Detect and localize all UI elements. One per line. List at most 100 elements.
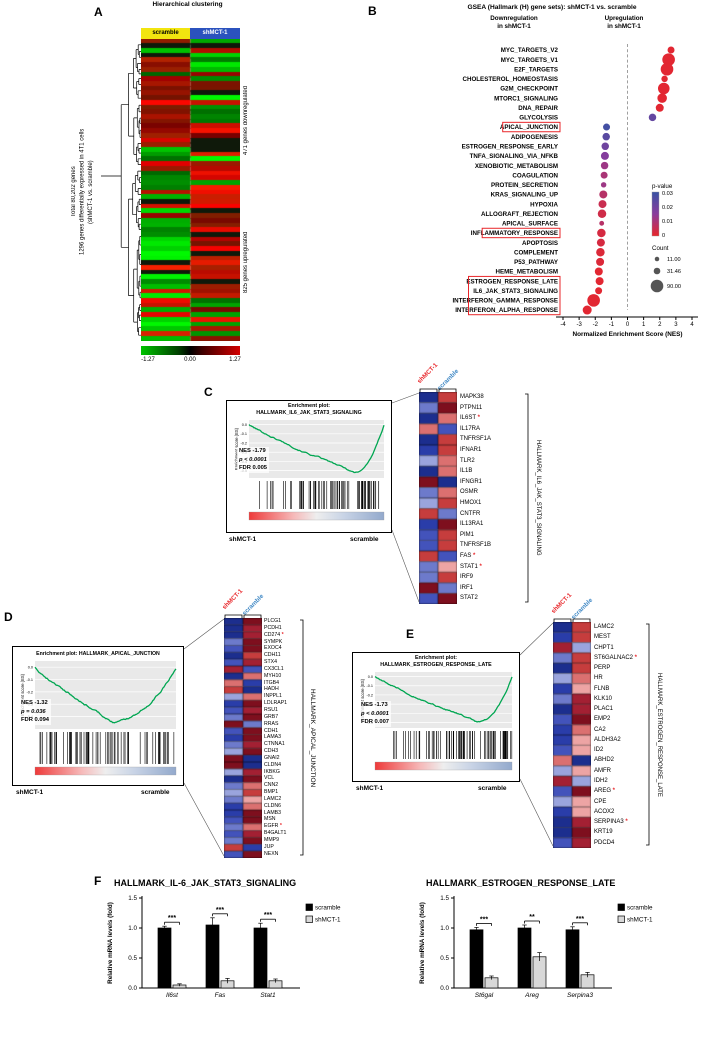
heatmap-col-scramble: scramble (241, 592, 266, 617)
significance-stars: *** (576, 916, 584, 923)
nes-dot (600, 151, 609, 160)
panel-f-label: F (94, 874, 102, 888)
nes-value: NES -1.73 (361, 702, 388, 708)
bar-scramble (205, 924, 220, 989)
significance-stars: *** (168, 915, 176, 922)
phenotype-left: shMCT-1 (16, 789, 44, 796)
gene-set-label: CHOLESTEROL_HOMEOSTASIS (463, 76, 558, 83)
nes-dot (594, 267, 603, 276)
nes-value: NES -1.79 (239, 448, 266, 454)
phenotype-right: scramble (478, 785, 507, 792)
panel-c-heatmap (419, 392, 457, 604)
nes-dot (596, 238, 605, 247)
gene-label: IL17RA (460, 425, 481, 432)
count-legend-dot (654, 256, 660, 262)
p-value: p = 0.036 (21, 708, 46, 715)
gene-label: B4GALT1 (264, 830, 287, 837)
gene-label: LAMC2 (594, 624, 615, 630)
panel-e-gene-list: LAMC2 MEST CHPT1 ST6GALNAC2 * PERP HR FLNB KLK1… (594, 622, 637, 848)
gene-label: KLK10 (594, 695, 613, 702)
nes-value: NES -1.32 (21, 700, 48, 706)
gene-set-label-estrogen: HALLMARK_ESTROGEN_RESPONSE_LATE (656, 672, 662, 797)
svg-text:0.0: 0.0 (128, 985, 137, 992)
gene-label: LAMB3 (264, 809, 282, 816)
gene-label: SYMPK (264, 638, 283, 645)
header-upregulation: Upregulation in shMCT-1 (574, 15, 674, 31)
gene-label: PLCG1 (264, 618, 282, 624)
nes-dot (603, 123, 611, 131)
gene-label: NEXN (264, 850, 279, 857)
bar-scramble (253, 927, 268, 989)
gene-label: CA2 (594, 726, 606, 733)
svg-text:-0.1: -0.1 (26, 678, 33, 682)
gene-set-label: ESTROGEN_RESPONSE_EARLY (462, 144, 559, 151)
rank-colorbar (34, 766, 177, 776)
svg-text:Enrichment score (ES): Enrichment score (ES) (20, 673, 25, 716)
qpcr-chart-estrogen: HALLMARK_ESTROGEN_RESPONSE_LATE 0.0 0.5 1.0… (419, 878, 653, 999)
gene-label: CPE (594, 798, 607, 805)
nes-dot (602, 132, 610, 141)
fdr-value: FDR 0.005 (239, 465, 268, 471)
svg-text:-0.1: -0.1 (240, 432, 247, 436)
gene-label: LDLRAP1 (264, 700, 288, 707)
phenotype-left: shMCT-1 (356, 785, 384, 792)
svg-text:1.5: 1.5 (128, 895, 137, 902)
gene-set-label: INTERFERON_GAMMA_RESPONSE (452, 298, 558, 305)
legend-swatch (305, 915, 313, 923)
svg-text:11.00: 11.00 (667, 257, 681, 263)
panel-d-gene-list: PLCG1 PCDH1 CD274 * SYMPK EXOC4 CDH11 STX4 CX3C… (264, 618, 287, 858)
annotation-line: Total 80,202 genes (71, 166, 77, 218)
gene-set-label: HYPOXIA (530, 201, 558, 208)
annotation-upregulated: 825 genes upregulated (243, 231, 249, 293)
bar-scramble (157, 927, 172, 989)
pvalue-colorbar (651, 191, 660, 237)
enrichment-plot-title: HALLMARK_IL6_JAK_STAT3_SIGNALING (256, 410, 362, 416)
svg-text:-0.1: -0.1 (366, 684, 373, 688)
header-downregulation: Downregulation in shMCT-1 (449, 15, 579, 31)
rank-colorbar (374, 761, 513, 771)
dendrogram (101, 44, 141, 336)
svg-text:-4: -4 (560, 322, 566, 328)
gene-label: STX4 (264, 659, 277, 666)
legend-swatch (617, 903, 625, 911)
panel-a-heatmap (141, 39, 240, 341)
category-label: St6gal (475, 992, 494, 999)
header-line: Downregulation (490, 15, 538, 22)
gene-set-label-il6: HALLMARK_IL6_JAK_STAT3_SIGNALING (535, 440, 541, 556)
header-line: in shMCT-1 (607, 23, 641, 30)
enrichment-curve: 0.0-0.1-0.2-0.3-0.4-0.5Enrichment score … (360, 672, 513, 771)
nes-dot (596, 247, 605, 257)
enrichment-plot-il6-box: Enrichment plot: HALLMARK_IL6_JAK_STAT3_… (226, 400, 392, 533)
gene-label: IL1B (460, 468, 473, 475)
svg-text:Relative mRNA levels (fold): Relative mRNA levels (fold) (107, 902, 114, 984)
heatmap-col-scramble: scramble (436, 367, 461, 392)
enrichment-curve: 0.0-0.1-0.2-0.3-0.4Enrichment score (ES) (20, 661, 177, 776)
legend-swatch (305, 903, 313, 911)
significance-stars: *** (480, 916, 488, 923)
heatmap-colorbar (141, 346, 240, 355)
category-label: Areg (524, 992, 539, 999)
highlight-box (468, 275, 561, 316)
gene-label: TNFRSF1A (460, 436, 492, 443)
svg-text:0.03: 0.03 (662, 191, 673, 197)
annotation-line: (shMCT-1 vs. scramble) (88, 160, 94, 224)
svg-text:Normalized Enrichment Score (N: Normalized Enrichment Score (NES) (572, 331, 682, 338)
gene-label: OSMR (460, 489, 478, 496)
panel-a-left-annotation: Total 80,202 genes 1296 genes differenti… (70, 78, 97, 306)
bar-scramble (469, 929, 484, 989)
gene-label: IFNAR1 (460, 446, 482, 453)
gene-label: ID2 (594, 747, 604, 754)
gene-label: IRF9 (460, 574, 474, 581)
gene-set-label: MYC_TARGETS_V1 (501, 57, 559, 64)
nes-dot (661, 75, 668, 83)
gene-label: LAMC2 (264, 795, 282, 802)
category-label: Il6st (166, 992, 179, 999)
nes-dot (667, 46, 675, 54)
panel-a-title: Hierarchical clustering (152, 1, 223, 8)
svg-text:0.5: 0.5 (440, 955, 449, 962)
nes-dot (648, 113, 657, 122)
gene-label: VCL (264, 775, 275, 782)
gene-label: IL6ST * (460, 415, 481, 422)
svg-text:Enrichment score (ES): Enrichment score (ES) (234, 427, 239, 470)
gene-set-label: ADIPOGENESIS (511, 134, 558, 141)
